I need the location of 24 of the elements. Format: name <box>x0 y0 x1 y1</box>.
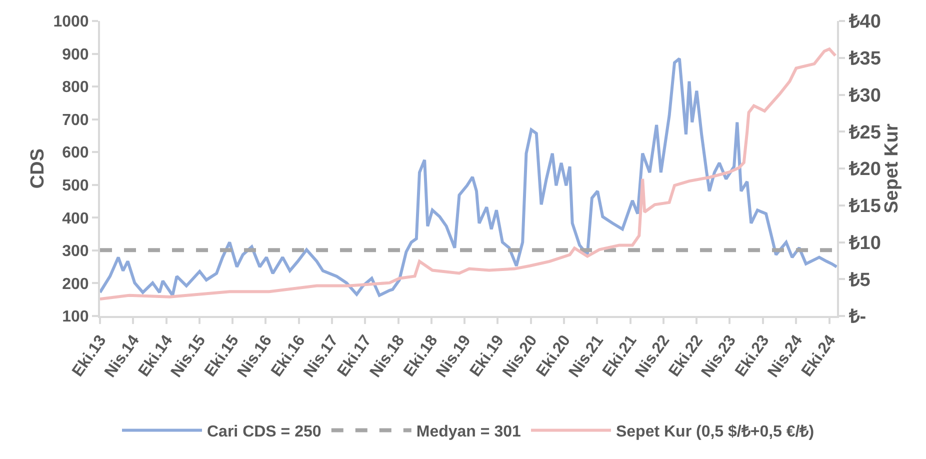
y-tick-label: 100 <box>62 308 89 326</box>
legend-label: Cari CDS = 250 <box>207 423 322 440</box>
y-tick-label: 600 <box>62 144 89 162</box>
y-tick-label: 500 <box>62 177 89 194</box>
legend-label: Sepet Kur (0,5 $/₺+0,5 €/₺) <box>616 423 814 440</box>
y2-tick-label: ₺15 <box>848 196 882 218</box>
y2-tick-label: ₺40 <box>848 12 881 33</box>
y-tick-label: 300 <box>62 243 89 260</box>
y2-tick-label: ₺5 <box>848 270 871 291</box>
y2-tick-label: ₺25 <box>848 122 882 144</box>
y-tick-label: 200 <box>62 276 89 293</box>
y-tick-label: 900 <box>62 46 89 64</box>
y-tick-label: 1000 <box>53 14 89 31</box>
y2-tick-label: ₺20 <box>848 159 881 180</box>
y-tick-label: 400 <box>62 210 89 228</box>
y-axis-title: CDS <box>28 148 49 189</box>
y2-tick-label: ₺10 <box>848 232 881 254</box>
legend-label: Medyan = 301 <box>416 423 521 440</box>
y2-tick-label: ₺35 <box>848 48 882 70</box>
y-tick-label: 700 <box>62 112 89 129</box>
y2-axis-title: Sepet Kur <box>881 123 902 214</box>
y-tick-label: 800 <box>62 79 89 96</box>
y2-tick-label: ₺- <box>848 306 866 328</box>
y2-tick-label: ₺30 <box>848 85 881 106</box>
